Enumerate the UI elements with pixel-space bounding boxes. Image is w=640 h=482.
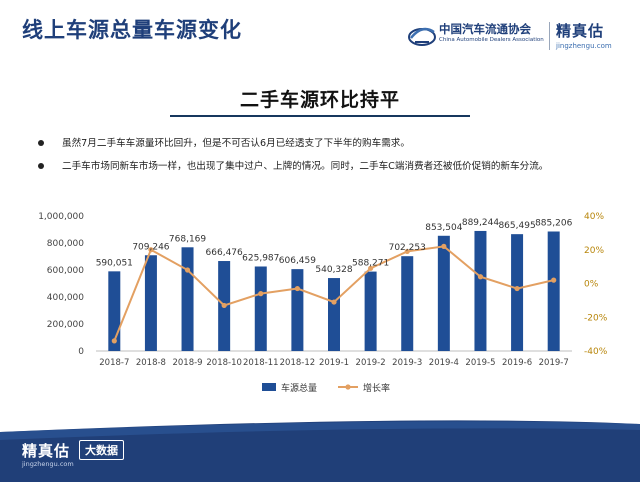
y-right-tick-label: -40% xyxy=(584,347,608,357)
x-tick-label: 2019-2 xyxy=(356,358,386,368)
growth-point xyxy=(477,274,484,280)
bar-value-label: 865,495 xyxy=(498,221,535,231)
bar-value-label: 588,271 xyxy=(352,259,389,269)
bar xyxy=(401,256,414,351)
y-right-tick-label: 0% xyxy=(584,280,599,290)
x-tick-label: 2018-11 xyxy=(243,358,279,368)
x-tick-label: 2019-3 xyxy=(392,358,422,368)
bar xyxy=(144,255,157,351)
growth-point xyxy=(184,267,191,273)
y-left-tick-label: 1,000,000 xyxy=(38,212,84,222)
bar xyxy=(291,269,304,351)
growth-point xyxy=(258,291,264,297)
bullet-text: 虽然7月二手车车源量环比回升，但是不可否认6月已经透支了下半年的购车需求。 xyxy=(62,138,410,149)
bar-value-label: 853,504 xyxy=(425,223,462,233)
y-left-tick-label: 800,000 xyxy=(47,239,84,249)
bullet-text: 二手车市场同新车市场一样，也出现了集中过户、上牌的情况。同时，二手车C端消费者还… xyxy=(62,161,549,172)
bar xyxy=(328,278,340,351)
bullet-item: 二手车市场同新车市场一样，也出现了集中过户、上牌的情况。同时，二手车C端消费者还… xyxy=(38,160,618,173)
bar-value-label: 606,459 xyxy=(279,256,316,266)
jzg-logo: 精真估 jingzhengu.com xyxy=(556,20,612,50)
bullet-list: 虽然7月二手车车源量环比回升，但是不可否认6月已经透支了下半年的购车需求。 二手… xyxy=(38,137,618,183)
section-heading: 二手车源环比持平 xyxy=(0,80,640,120)
x-tick-label: 2019-4 xyxy=(429,358,459,368)
growth-point xyxy=(331,299,337,305)
bullet-dot-icon xyxy=(38,140,44,146)
x-tick-label: 2019-1 xyxy=(319,358,349,368)
legend-label-line: 增长率 xyxy=(363,382,390,394)
caa-logo: 中国汽车流通协会 China Automobile Dealers Associ… xyxy=(407,20,553,50)
y-left-tick-label: 200,000 xyxy=(47,320,84,330)
bar xyxy=(547,231,560,351)
bar-value-label: 666,476 xyxy=(206,248,243,258)
bar-value-label: 768,169 xyxy=(169,234,206,244)
bar xyxy=(511,234,524,351)
header: 线上车源总量车源变化 中国汽车流通协会 China Automobile Dea… xyxy=(0,0,640,62)
legend-label-bar: 车源总量 xyxy=(281,382,317,394)
y-right-tick-label: 40% xyxy=(584,212,604,222)
y-left-tick-label: 600,000 xyxy=(47,266,84,276)
growth-point xyxy=(368,265,374,271)
bar-value-label: 702,253 xyxy=(389,243,426,253)
page-title: 线上车源总量车源变化 xyxy=(22,18,242,42)
bar-value-label: 625,987 xyxy=(242,253,279,263)
footer-wave xyxy=(0,418,640,440)
bar xyxy=(181,247,194,351)
caa-name-en: China Automobile Dealers Association xyxy=(439,37,544,43)
caa-name-cn: 中国汽车流通协会 xyxy=(439,22,531,36)
bar xyxy=(437,235,450,351)
x-tick-label: 2018-8 xyxy=(136,358,166,368)
bar-value-label: 590,051 xyxy=(96,258,133,268)
growth-point xyxy=(551,277,557,283)
legend-swatch-bar xyxy=(262,383,276,391)
jzg-name-en: jingzhengu.com xyxy=(556,42,612,50)
x-tick-label: 2019-6 xyxy=(502,358,532,368)
y-right-tick-label: 20% xyxy=(584,246,604,256)
y-left-tick-label: 0 xyxy=(78,347,84,357)
bar-value-label: 885,206 xyxy=(535,218,572,228)
bar xyxy=(254,266,267,351)
jzg-name-cn: 精真估 xyxy=(556,22,605,40)
legend-swatch-point xyxy=(345,384,351,390)
bullet-item: 虽然7月二手车车源量环比回升，但是不可否认6月已经透支了下半年的购车需求。 xyxy=(38,137,618,150)
x-tick-label: 2018-10 xyxy=(206,358,242,368)
footer-tag: 大数据 xyxy=(79,440,124,460)
bar xyxy=(474,230,487,351)
growth-point xyxy=(148,247,154,253)
growth-point xyxy=(111,338,117,344)
growth-point xyxy=(514,285,520,292)
logo-divider xyxy=(549,22,550,50)
x-tick-label: 2019-5 xyxy=(465,358,495,368)
x-tick-label: 2018-7 xyxy=(99,358,129,368)
x-tick-label: 2018-12 xyxy=(280,358,316,368)
x-tick-label: 2018-9 xyxy=(172,358,202,368)
y-right-tick-label: -20% xyxy=(584,313,608,323)
bar xyxy=(364,271,377,351)
growth-point xyxy=(221,302,227,309)
growth-point xyxy=(441,243,447,249)
growth-point xyxy=(404,248,410,255)
x-tick-label: 2019-7 xyxy=(539,358,569,368)
footer: 精真估 jingzhengu.com 大数据 xyxy=(0,418,640,482)
caa-emblem-icon xyxy=(408,27,436,46)
bar-value-label: 889,244 xyxy=(462,218,499,228)
y-left-tick-label: 400,000 xyxy=(47,293,84,303)
subtitle-underline xyxy=(170,115,470,117)
bullet-dot-icon xyxy=(38,163,44,169)
combo-chart: 0 200,000 400,000 600,000 800,000 1,000,000 -4… xyxy=(38,212,608,394)
bar-value-label: 709,246 xyxy=(132,242,169,252)
section-subtitle: 二手车源环比持平 xyxy=(239,89,400,111)
bar-value-label: 540,328 xyxy=(315,265,352,275)
growth-point xyxy=(294,285,300,292)
footer-brand: 精真估 xyxy=(22,442,71,460)
footer-brand-en: jingzhengu.com xyxy=(22,460,74,468)
